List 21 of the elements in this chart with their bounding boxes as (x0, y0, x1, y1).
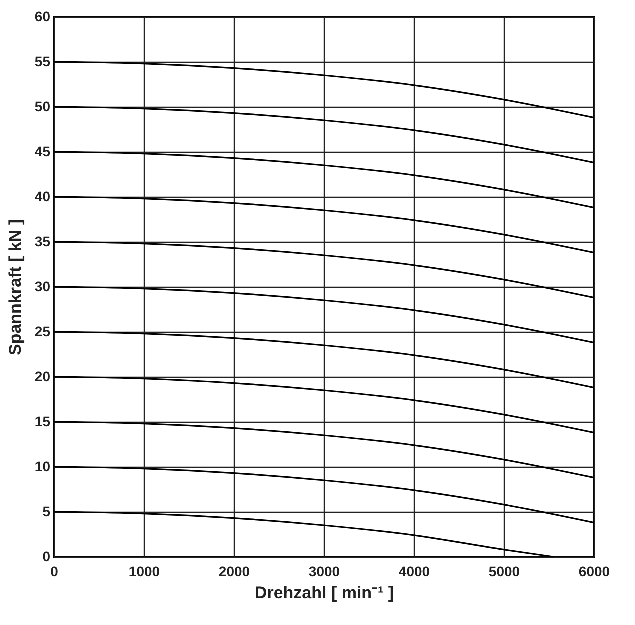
y-tick-label: 25 (34, 324, 51, 340)
y-tick-label: 35 (34, 234, 51, 250)
y-axis-title: Spannkraft [ kN ] (6, 219, 25, 356)
y-tick-label: 10 (34, 458, 51, 474)
x-axis-title: Drehzahl [ min⁻¹ ] (254, 584, 394, 602)
y-tick-label: 30 (34, 278, 51, 294)
x-tick-label: 1000 (128, 564, 160, 580)
y-tick-label: 50 (34, 98, 51, 114)
y-tick-label: 20 (34, 368, 51, 384)
x-tick-label: 2000 (218, 564, 250, 580)
y-tick-label: 5 (42, 504, 51, 520)
y-tick-label: 40 (34, 188, 51, 204)
x-tick-label: 5000 (488, 564, 520, 580)
y-tick-label: 45 (34, 144, 51, 160)
y-tick-label: 0 (42, 548, 51, 564)
y-tick-label: 15 (34, 414, 51, 430)
x-tick-label: 4000 (398, 564, 430, 580)
x-tick-label: 3000 (308, 564, 340, 580)
x-tick-label: 6000 (578, 564, 610, 580)
y-tick-label: 60 (34, 8, 51, 24)
y-tick-label: 55 (34, 54, 51, 70)
